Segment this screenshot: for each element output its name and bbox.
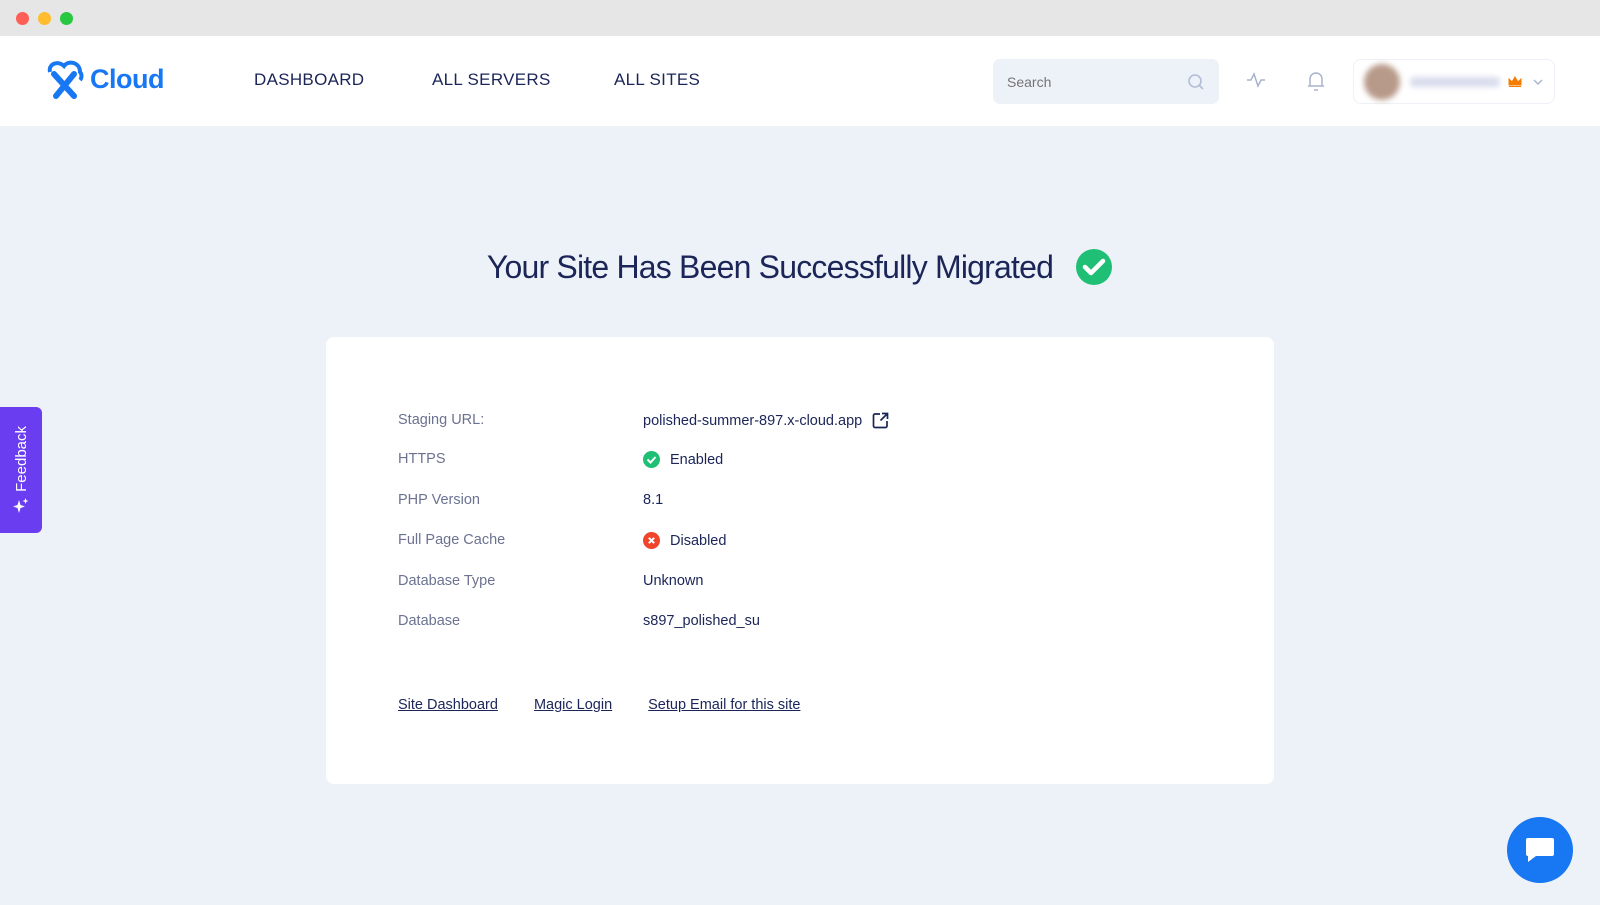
detail-row-database-type: Database Type Unknown bbox=[398, 573, 703, 589]
detail-label: Database bbox=[398, 613, 461, 629]
chat-button[interactable] bbox=[1507, 817, 1573, 883]
feedback-label: Feedback bbox=[12, 426, 30, 492]
detail-row-https: HTTPS Enabled bbox=[398, 451, 723, 468]
search-icon[interactable] bbox=[1187, 73, 1205, 91]
activity-icon[interactable] bbox=[1246, 70, 1266, 90]
external-link-icon[interactable] bbox=[872, 412, 889, 429]
success-check-icon bbox=[1076, 249, 1113, 285]
top-navbar: Cloud DASHBOARD ALL SERVERS ALL SITES bbox=[0, 36, 1600, 126]
minimize-window-button[interactable] bbox=[38, 12, 51, 25]
search-input[interactable] bbox=[1007, 73, 1177, 90]
detail-row-full-page-cache: Full Page Cache Disabled bbox=[398, 532, 726, 549]
logo[interactable]: Cloud bbox=[44, 58, 164, 100]
window-titlebar bbox=[0, 0, 1600, 36]
page-title: Your Site Has Been Successfully Migrated bbox=[486, 248, 1054, 285]
detail-value: 8.1 bbox=[643, 492, 664, 508]
nav-all-sites[interactable]: ALL SITES bbox=[614, 70, 701, 89]
check-circle-icon bbox=[643, 451, 660, 468]
magic-login-link[interactable]: Magic Login bbox=[533, 697, 613, 713]
user-name-blurred bbox=[1410, 76, 1500, 87]
setup-email-link[interactable]: Setup Email for this site bbox=[648, 697, 801, 713]
detail-label: PHP Version bbox=[398, 492, 480, 508]
detail-label: Database Type bbox=[398, 573, 496, 589]
detail-row-php-version: PHP Version 8.1 bbox=[398, 492, 663, 508]
nav-dashboard[interactable]: DASHBOARD bbox=[254, 70, 365, 89]
detail-value: Enabled bbox=[670, 451, 724, 468]
crown-icon bbox=[1508, 75, 1522, 87]
brand-name: Cloud bbox=[90, 63, 164, 94]
detail-row-database: Database s897_polished_su bbox=[398, 613, 760, 629]
nav-all-servers[interactable]: ALL SERVERS bbox=[432, 70, 551, 89]
close-window-button[interactable] bbox=[16, 12, 29, 25]
detail-value: s897_polished_su bbox=[643, 613, 760, 629]
search-box bbox=[993, 59, 1219, 104]
maximize-window-button[interactable] bbox=[60, 12, 73, 25]
detail-label: Full Page Cache bbox=[398, 532, 506, 548]
sparkle-icon bbox=[13, 497, 29, 513]
detail-value: Disabled bbox=[670, 532, 727, 549]
detail-row-staging-url: Staging URL: polished-summer-897.x-cloud… bbox=[398, 412, 889, 429]
site-action-links: Site Dashboard Magic Login Setup Email f… bbox=[398, 697, 800, 713]
x-circle-icon bbox=[643, 532, 660, 549]
user-menu[interactable] bbox=[1353, 59, 1555, 104]
feedback-tab[interactable]: Feedback bbox=[0, 407, 42, 533]
site-details-card: Staging URL: polished-summer-897.x-cloud… bbox=[326, 337, 1274, 784]
chat-bubble-icon bbox=[1526, 838, 1554, 862]
bell-icon[interactable] bbox=[1306, 70, 1326, 92]
staging-url-link[interactable]: polished-summer-897.x-cloud.app bbox=[643, 412, 863, 429]
detail-label: Staging URL: bbox=[398, 412, 485, 428]
avatar bbox=[1364, 63, 1400, 100]
site-dashboard-link[interactable]: Site Dashboard bbox=[398, 697, 498, 713]
chevron-down-icon[interactable] bbox=[1532, 78, 1544, 86]
xcloud-logo-icon bbox=[47, 60, 84, 99]
page-heading: Your Site Has Been Successfully Migrated bbox=[0, 248, 1600, 286]
detail-label: HTTPS bbox=[398, 451, 446, 467]
detail-value: Unknown bbox=[643, 573, 704, 589]
